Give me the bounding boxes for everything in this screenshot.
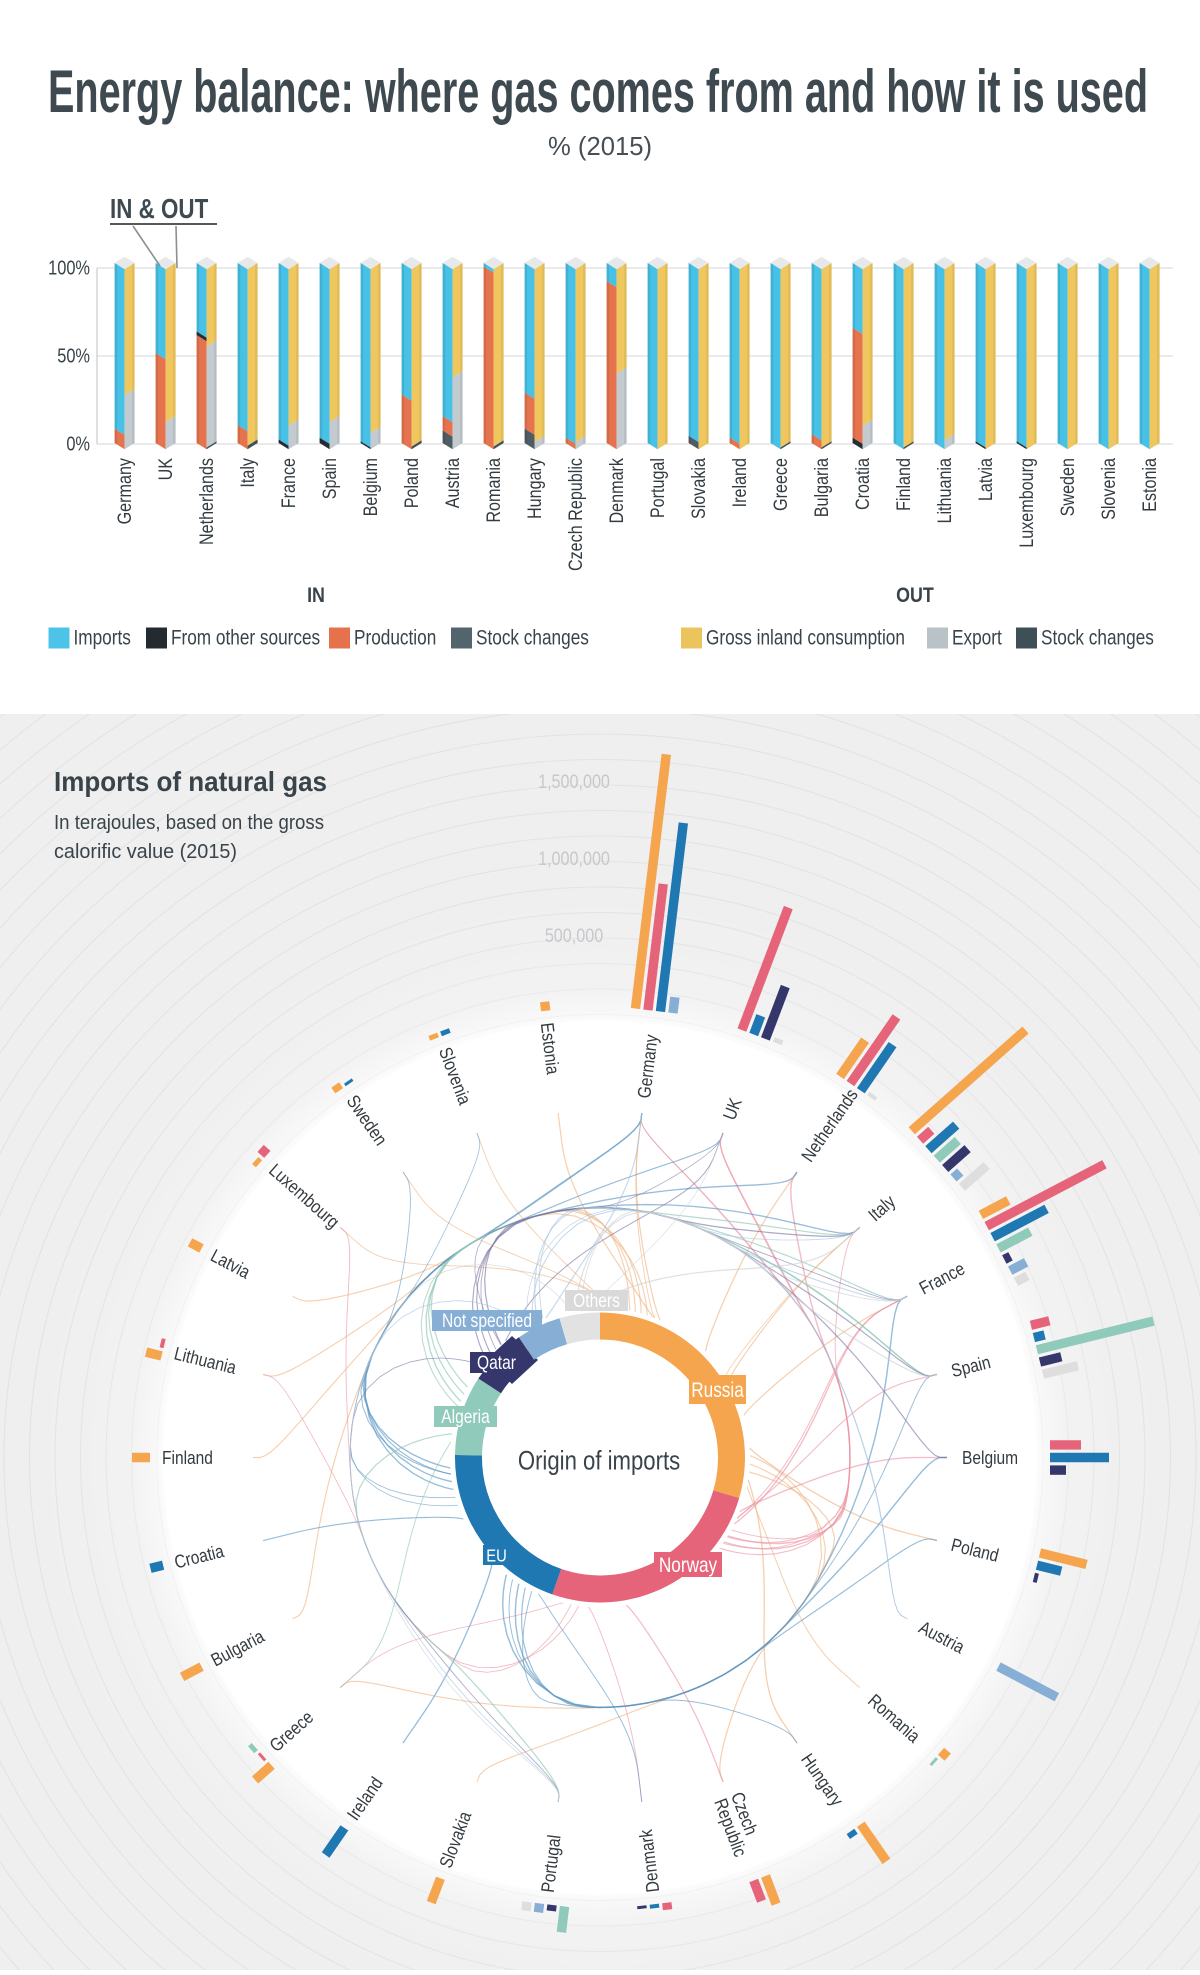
svg-text:Belgium: Belgium (962, 1448, 1018, 1469)
svg-text:Denmark: Denmark (606, 458, 628, 524)
svg-text:Estonia: Estonia (1139, 458, 1161, 512)
svg-text:Latvia: Latvia (975, 458, 997, 501)
svg-text:Luxembourg: Luxembourg (1016, 458, 1038, 548)
svg-text:In terajoules, based on the gr: In terajoules, based on the gross (54, 812, 324, 834)
svg-text:Austria: Austria (442, 458, 464, 508)
svg-text:From other sources: From other sources (171, 627, 320, 650)
svg-text:Netherlands: Netherlands (196, 458, 218, 545)
svg-text:Poland: Poland (401, 458, 423, 508)
svg-text:Imports: Imports (74, 627, 131, 650)
svg-text:Others: Others (573, 1290, 620, 1312)
svg-text:50%: 50% (57, 344, 90, 367)
svg-text:Norway: Norway (659, 1554, 718, 1577)
svg-text:% (2015): % (2015) (548, 131, 652, 161)
svg-text:Not specified: Not specified (442, 1310, 532, 1332)
svg-text:UK: UK (155, 458, 177, 481)
svg-text:Romania: Romania (483, 458, 505, 523)
svg-text:calorific value (2015): calorific value (2015) (54, 841, 237, 863)
svg-text:1,500,000: 1,500,000 (538, 771, 610, 793)
svg-text:Algeria: Algeria (441, 1406, 490, 1428)
svg-text:Ireland: Ireland (729, 458, 751, 507)
svg-text:Slovenia: Slovenia (1098, 458, 1120, 520)
svg-text:500,000: 500,000 (545, 925, 604, 947)
svg-text:Italy: Italy (237, 458, 259, 488)
svg-text:Russia: Russia (691, 1379, 744, 1402)
svg-text:Imports of natural gas: Imports of natural gas (54, 766, 327, 797)
svg-text:Croatia: Croatia (852, 458, 874, 510)
svg-text:Stock changes: Stock changes (476, 627, 589, 650)
svg-text:IN: IN (307, 584, 325, 608)
svg-text:Belgium: Belgium (360, 458, 382, 516)
svg-text:Portugal: Portugal (647, 458, 669, 518)
svg-text:Spain: Spain (319, 458, 341, 499)
svg-text:0%: 0% (66, 432, 90, 455)
svg-text:Qatar: Qatar (477, 1352, 516, 1374)
svg-text:Lithuania: Lithuania (934, 458, 956, 524)
svg-text:IN & OUT: IN & OUT (110, 194, 209, 225)
svg-text:100%: 100% (48, 256, 90, 279)
svg-text:Stock changes: Stock changes (1041, 627, 1154, 650)
svg-text:Production: Production (354, 627, 436, 650)
svg-text:France: France (278, 458, 300, 508)
svg-text:Finland: Finland (162, 1448, 213, 1469)
svg-text:OUT: OUT (896, 584, 934, 608)
svg-text:Sweden: Sweden (1057, 458, 1079, 516)
svg-text:1,000,000: 1,000,000 (538, 848, 610, 870)
svg-text:Bulgaria: Bulgaria (811, 458, 833, 517)
svg-text:EU: EU (486, 1546, 506, 1566)
svg-text:Finland: Finland (893, 458, 915, 511)
svg-text:Hungary: Hungary (524, 458, 546, 519)
svg-text:Gross inland consumption: Gross inland consumption (706, 627, 905, 650)
svg-text:Slovakia: Slovakia (688, 458, 710, 519)
svg-text:Greece: Greece (770, 458, 792, 511)
svg-text:Czech Republic: Czech Republic (565, 458, 587, 571)
svg-text:Energy balance: where gas come: Energy balance: where gas comes from and… (48, 58, 1148, 125)
svg-text:Origin of imports: Origin of imports (518, 1446, 680, 1476)
svg-text:Export: Export (952, 627, 1002, 650)
svg-text:Germany: Germany (114, 458, 136, 525)
